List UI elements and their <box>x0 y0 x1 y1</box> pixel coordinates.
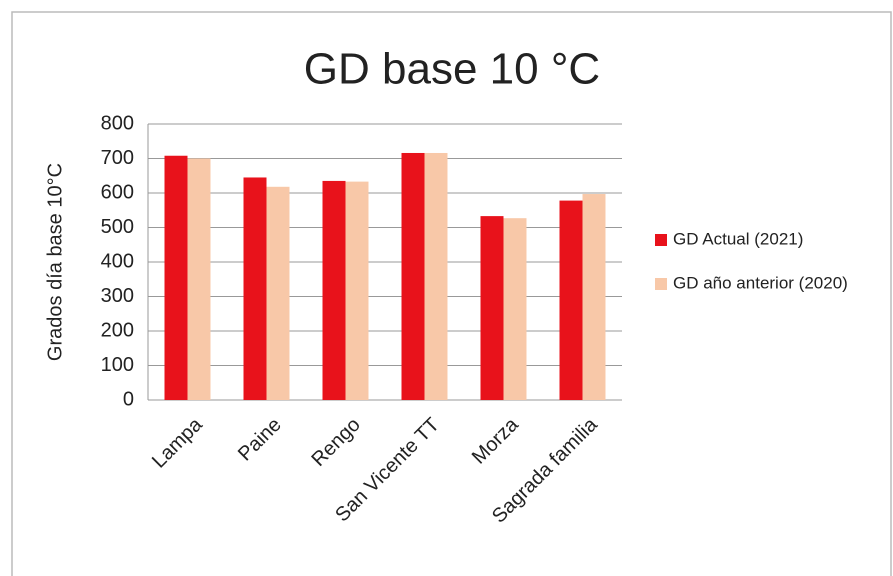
bar <box>266 186 290 400</box>
y-tick-label: 800 <box>101 112 134 134</box>
y-tick-label: 200 <box>101 319 134 341</box>
chart-title: GD base 10 °C <box>304 45 600 94</box>
legend-label: GD Actual (2021) <box>673 229 803 248</box>
y-tick-label: 100 <box>101 354 134 376</box>
bar <box>401 152 425 400</box>
bar <box>187 158 211 400</box>
y-tick-label: 300 <box>101 285 134 307</box>
bar <box>582 194 606 400</box>
bar <box>559 200 583 400</box>
bar <box>480 216 504 400</box>
bar <box>322 180 346 400</box>
chart-frame <box>11 11 892 576</box>
y-tick-label: 500 <box>101 216 134 238</box>
y-tick-label: 600 <box>101 181 134 203</box>
y-tick-label: 0 <box>123 388 134 410</box>
legend-swatch <box>655 278 667 290</box>
y-tick-label: 700 <box>101 147 134 169</box>
y-axis-label: Grados día base 10°C <box>44 163 66 361</box>
bar <box>503 218 527 400</box>
legend-swatch <box>655 234 667 246</box>
bar <box>243 177 267 400</box>
bar <box>164 155 188 400</box>
bar <box>424 152 448 400</box>
legend-label: GD año anterior (2020) <box>673 273 848 292</box>
y-tick-label: 400 <box>101 250 134 272</box>
bar <box>345 181 369 400</box>
